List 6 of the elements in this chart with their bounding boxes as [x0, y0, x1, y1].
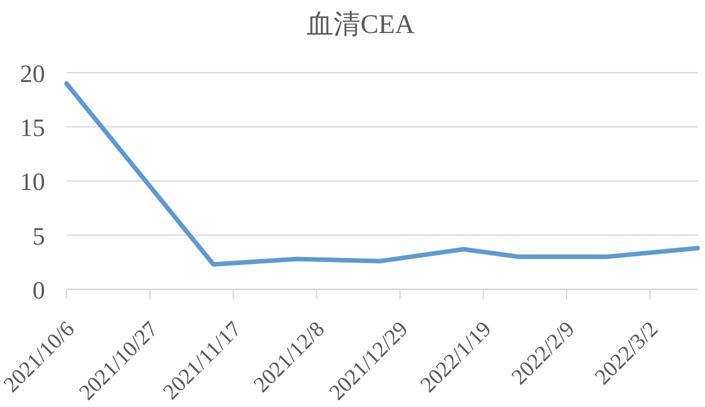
- y-tick-label: 20: [20, 60, 45, 88]
- y-tick-label: 15: [20, 115, 45, 142]
- y-tick-label: 10: [20, 169, 45, 196]
- y-tick-label: 0: [32, 278, 45, 304]
- y-tick-label: 5: [32, 223, 45, 250]
- title: 血清CEA: [306, 9, 414, 39]
